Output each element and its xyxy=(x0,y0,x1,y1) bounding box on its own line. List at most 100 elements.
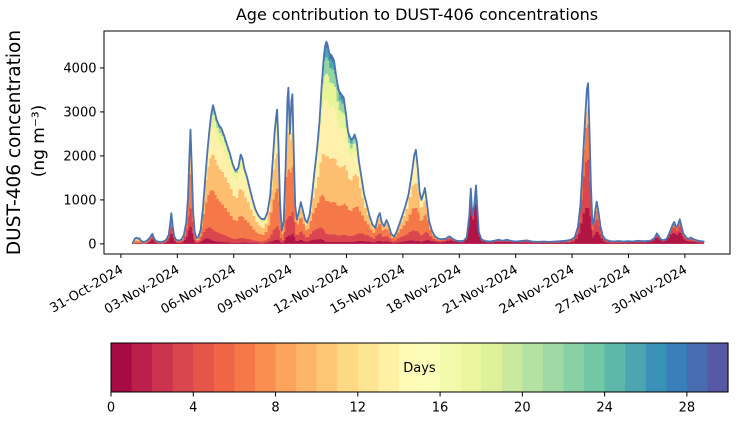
colorbar-segment xyxy=(419,343,441,392)
age-area-slice xyxy=(261,218,265,244)
age-area-slice xyxy=(244,168,248,244)
axes-layer: 0100020003000400031-Oct-202403-Nov-20240… xyxy=(48,30,731,317)
colorbar-segment xyxy=(296,343,318,392)
age-area-slice xyxy=(218,125,222,244)
colorbar-segment xyxy=(707,343,729,392)
age-area-slice xyxy=(309,194,313,244)
colorbar-segment xyxy=(686,343,709,392)
age-area-slice xyxy=(676,224,679,244)
age-area-slice xyxy=(255,209,259,244)
colorbar-segment xyxy=(563,343,585,392)
age-area-slice xyxy=(258,215,262,244)
stacked-area-layer xyxy=(132,41,705,244)
y-tick-label: 3000 xyxy=(63,105,96,120)
colorbar: 0 4 8 12 16 20 24 28 xyxy=(107,342,729,416)
colorbar-frame xyxy=(110,342,729,393)
age-area-slice xyxy=(331,55,335,244)
colorbar-segment xyxy=(440,343,462,392)
age-area-slice xyxy=(381,222,385,244)
age-area-slice xyxy=(249,188,253,244)
chart-title: Age contribution to DUST-406 concentrati… xyxy=(236,5,598,24)
colorbar-segment xyxy=(542,343,565,392)
age-area-slice xyxy=(213,105,216,244)
age-area-slice xyxy=(274,116,277,244)
age-area-slice xyxy=(289,100,292,244)
age-area-slice xyxy=(281,221,285,244)
age-area-slice xyxy=(325,41,327,244)
age-area-slice xyxy=(329,53,333,244)
age-area-slice xyxy=(323,45,326,244)
age-area-slice xyxy=(354,134,358,244)
age-area-slice xyxy=(216,119,220,244)
age-area-slice xyxy=(235,168,239,244)
age-area-slice xyxy=(585,89,588,244)
colorbar-segment xyxy=(357,343,379,392)
y-tick-label: 0 xyxy=(88,237,96,252)
age-area-slice xyxy=(474,185,477,244)
age-area-slice xyxy=(423,188,426,244)
colorbar-segment xyxy=(625,343,647,392)
age-area-slice xyxy=(411,155,415,244)
colorbar-segment xyxy=(522,343,544,392)
age-area-slice xyxy=(304,219,308,244)
age-area-slice xyxy=(327,45,330,244)
y-tick-label: 2000 xyxy=(63,149,96,164)
age-area-slice xyxy=(582,118,586,244)
age-area-slice xyxy=(207,129,210,244)
age-area-slice xyxy=(352,134,355,244)
colorbar-segment xyxy=(460,343,482,392)
colorbar-tick-label: 20 xyxy=(514,401,531,416)
age-area-slice xyxy=(672,221,675,244)
age-area-slice xyxy=(226,144,231,244)
y-tick-label: 1000 xyxy=(63,193,96,208)
age-area-slice xyxy=(338,90,342,244)
age-area-slice xyxy=(224,135,228,244)
colorbar-tick-label: 8 xyxy=(271,401,279,416)
age-area-slice xyxy=(238,154,242,244)
age-area-slice xyxy=(570,237,576,244)
age-area-slice xyxy=(246,176,251,244)
colorbar-segment xyxy=(337,343,359,392)
age-area-slice xyxy=(221,128,225,244)
age-area-slice xyxy=(326,41,329,244)
age-area-slice xyxy=(669,225,673,244)
colorbar-segment xyxy=(111,343,133,392)
colorbar-segment xyxy=(398,343,421,392)
age-area-slice xyxy=(209,114,212,244)
colorbar-segment xyxy=(131,343,153,392)
age-area-slice xyxy=(264,212,268,244)
age-area-slice xyxy=(414,149,417,244)
colorbar-days-label: Days xyxy=(403,361,436,376)
y-tick-label: 4000 xyxy=(63,61,96,76)
age-area-slice xyxy=(267,195,271,244)
colorbar-segment xyxy=(254,343,277,392)
colorbar-segment xyxy=(481,343,503,392)
age-area-slice xyxy=(394,231,398,244)
age-area-slice xyxy=(358,161,362,244)
colorbar-tick-label: 0 xyxy=(107,401,115,416)
age-area-slice xyxy=(343,97,347,244)
age-area-slice xyxy=(654,233,658,244)
age-area-slice xyxy=(348,131,351,244)
colorbar-segment xyxy=(172,343,194,392)
colorbar-tick-label: 16 xyxy=(432,401,449,416)
age-area-slice xyxy=(240,154,243,244)
colorbar-segment xyxy=(234,343,256,392)
age-area-slice xyxy=(396,223,401,244)
colorbar-segment xyxy=(316,343,338,392)
colorbar-segment xyxy=(666,343,688,392)
plot-frame xyxy=(103,30,731,255)
age-area-slice xyxy=(336,78,340,244)
colorbar-segment xyxy=(378,343,400,392)
y-axis-label-line2: (ng m⁻³) xyxy=(29,105,49,178)
age-area-slice xyxy=(270,162,274,244)
age-area-slice xyxy=(421,193,424,244)
age-area-slice xyxy=(149,235,152,244)
age-area-slice xyxy=(314,149,318,244)
age-area-slice xyxy=(316,122,320,244)
age-area-slice xyxy=(299,202,302,244)
age-area-slice xyxy=(211,105,214,244)
age-area-slice xyxy=(229,153,233,244)
